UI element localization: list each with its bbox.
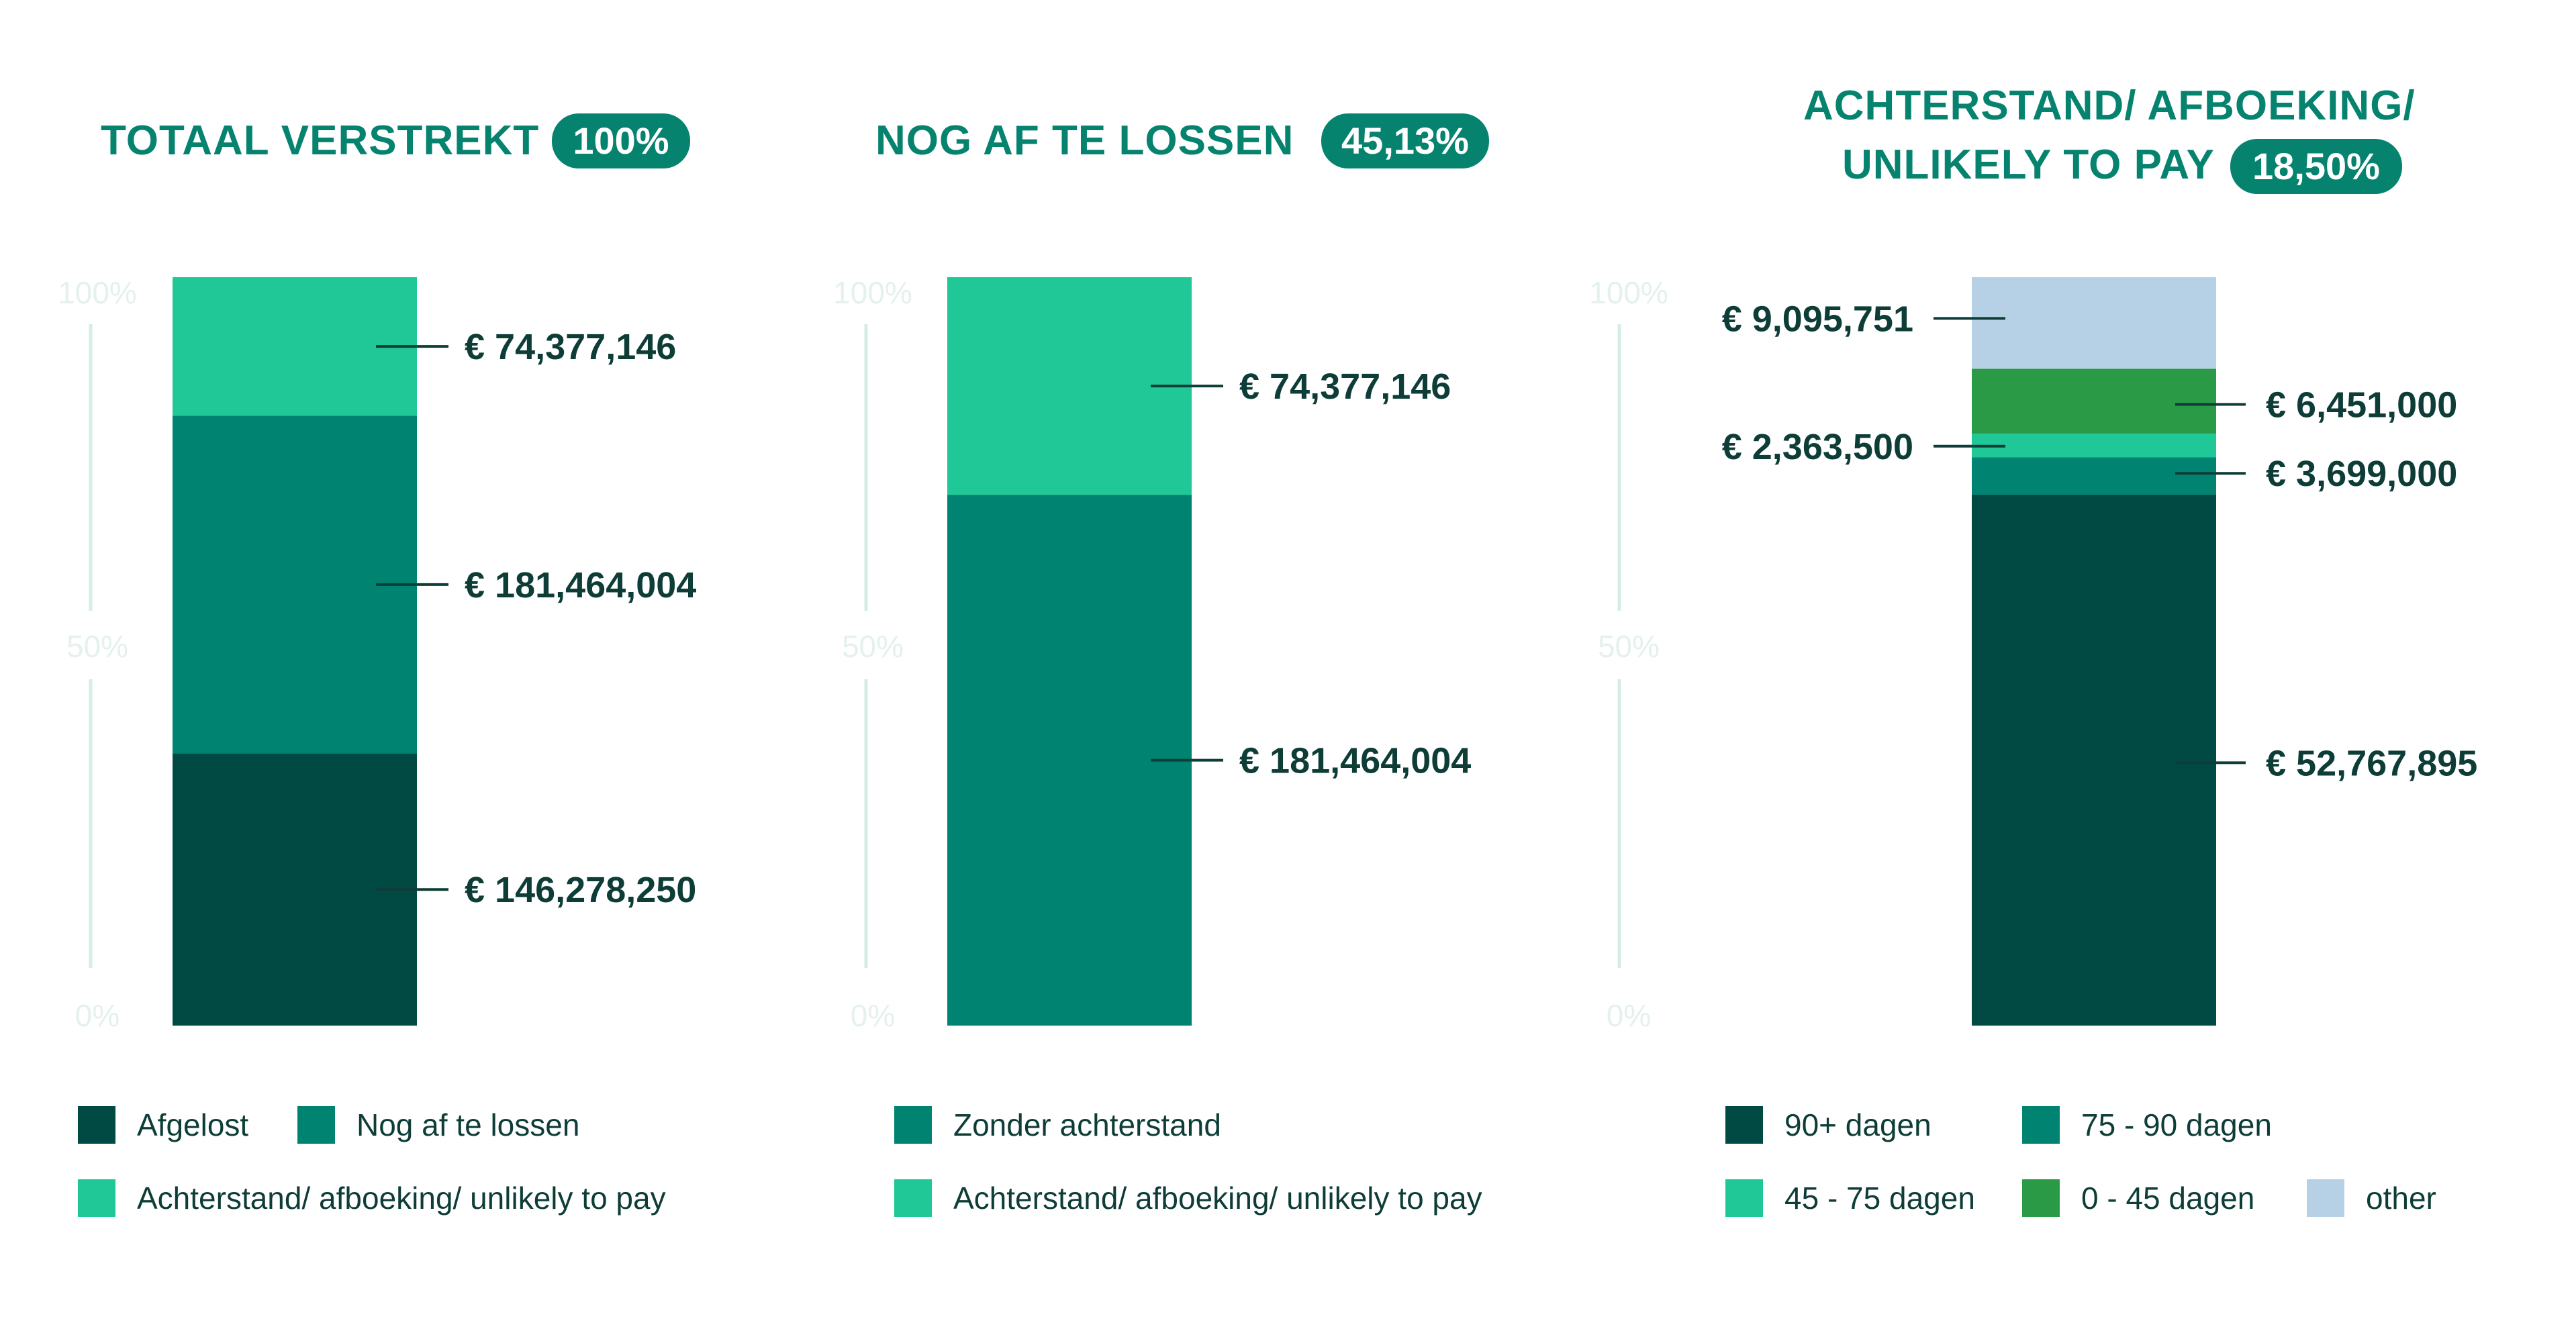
panel-1-title: TOTAAL VERSTREKT <box>101 117 540 164</box>
y-tick-label: 100% <box>1589 275 1668 310</box>
legend-label-nog-af-te-lossen: Nog af te lossen <box>356 1107 580 1142</box>
legend-swatch-75-90-dagen <box>2022 1106 2060 1144</box>
legend-swatch-nog-af-te-lossen <box>297 1106 335 1144</box>
panel-3-badge: 18,50% <box>2230 139 2402 194</box>
y-tick-label: 50% <box>1598 629 1660 664</box>
value-label-dagen-45-75: € 2,363,500 <box>1722 427 1913 467</box>
legend-label-90-plus-dagen: 90+ dagen <box>1784 1107 1931 1142</box>
y-tick-label: 50% <box>842 629 904 664</box>
legend-label-0-45-dagen: 0 - 45 dagen <box>2081 1181 2255 1216</box>
legend-swatch-achterstand <box>78 1179 115 1217</box>
legend-swatch-90-plus-dagen <box>1725 1106 1763 1144</box>
y-tick-label: 0% <box>851 998 895 1033</box>
panel-3-title-line2: UNLIKELY TO PAY <box>1842 142 2215 188</box>
legend-swatch-zonder-achterstand <box>894 1106 932 1144</box>
bar-segment-dagen-0-45 <box>1972 368 2216 434</box>
value-label-achterstand: € 74,377,146 <box>1239 366 1451 407</box>
y-tick-label: 100% <box>58 275 137 310</box>
legend-swatch-45-75-dagen <box>1725 1179 1763 1217</box>
legend-label-achterstand: Achterstand/ afboeking/ unlikely to pay <box>137 1181 666 1216</box>
legend-swatch-afgelost <box>78 1106 115 1144</box>
panel-1-badge: 100% <box>552 113 690 168</box>
legend-label-achterstand-2: Achterstand/ afboeking/ unlikely to pay <box>953 1181 1482 1216</box>
value-label-nog-af-te-lossen: € 181,464,004 <box>1239 741 1471 781</box>
y-tick-label: 50% <box>66 629 128 664</box>
panel-3-title-line1: ACHTERSTAND/ AFBOEKING/ <box>1803 83 2416 129</box>
legend-label-afgelost: Afgelost <box>137 1107 249 1142</box>
panel-2-title: NOG AF TE LOSSEN <box>875 117 1294 164</box>
value-label-dagen-75-90: € 3,699,000 <box>2266 454 2457 494</box>
panel-2-badge: 45,13% <box>1321 113 1489 168</box>
chart-3: 100% 50% 0% € 52,767,895 € 3,699,000 € 2,363,… <box>1589 275 2477 1033</box>
bar-segment-dagen-75-90 <box>1972 457 2216 495</box>
bar-segment-other <box>1972 277 2216 369</box>
value-label-dagen-90-plus: € 52,767,895 <box>2266 743 2477 783</box>
legend-label-other: other <box>2366 1181 2436 1216</box>
y-tick-label: 0% <box>1607 998 1651 1033</box>
y-tick-label: 100% <box>833 275 912 310</box>
legend-label-75-90-dagen: 75 - 90 dagen <box>2081 1107 2272 1142</box>
legend-swatch-0-45-dagen <box>2022 1179 2060 1217</box>
legend-swatch-other <box>2307 1179 2344 1217</box>
value-label-dagen-0-45: € 6,451,000 <box>2266 385 2457 426</box>
bar-segment-dagen-90-plus <box>1972 494 2216 1026</box>
chart-2: 100% 50% 0% € 181,464,004 € 74,377,146 <box>833 275 1471 1033</box>
bar-segment-dagen-45-75 <box>1972 434 2216 458</box>
y-tick-label: 0% <box>75 998 120 1033</box>
value-label-afgelost: € 146,278,250 <box>465 870 696 910</box>
value-label-achterstand: € 74,377,146 <box>465 327 676 367</box>
legend-label-zonder-achterstand: Zonder achterstand <box>953 1107 1221 1142</box>
value-label-other: € 9,095,751 <box>1722 299 1913 339</box>
legend-swatch-achterstand-2 <box>894 1179 932 1217</box>
value-label-nog-af-te-lossen: € 181,464,004 <box>465 565 696 605</box>
legend-label-45-75-dagen: 45 - 75 dagen <box>1784 1181 1975 1216</box>
chart-1: 100% 50% 0% € 146,278,250 € 181,464,004 € 74,… <box>58 275 696 1033</box>
